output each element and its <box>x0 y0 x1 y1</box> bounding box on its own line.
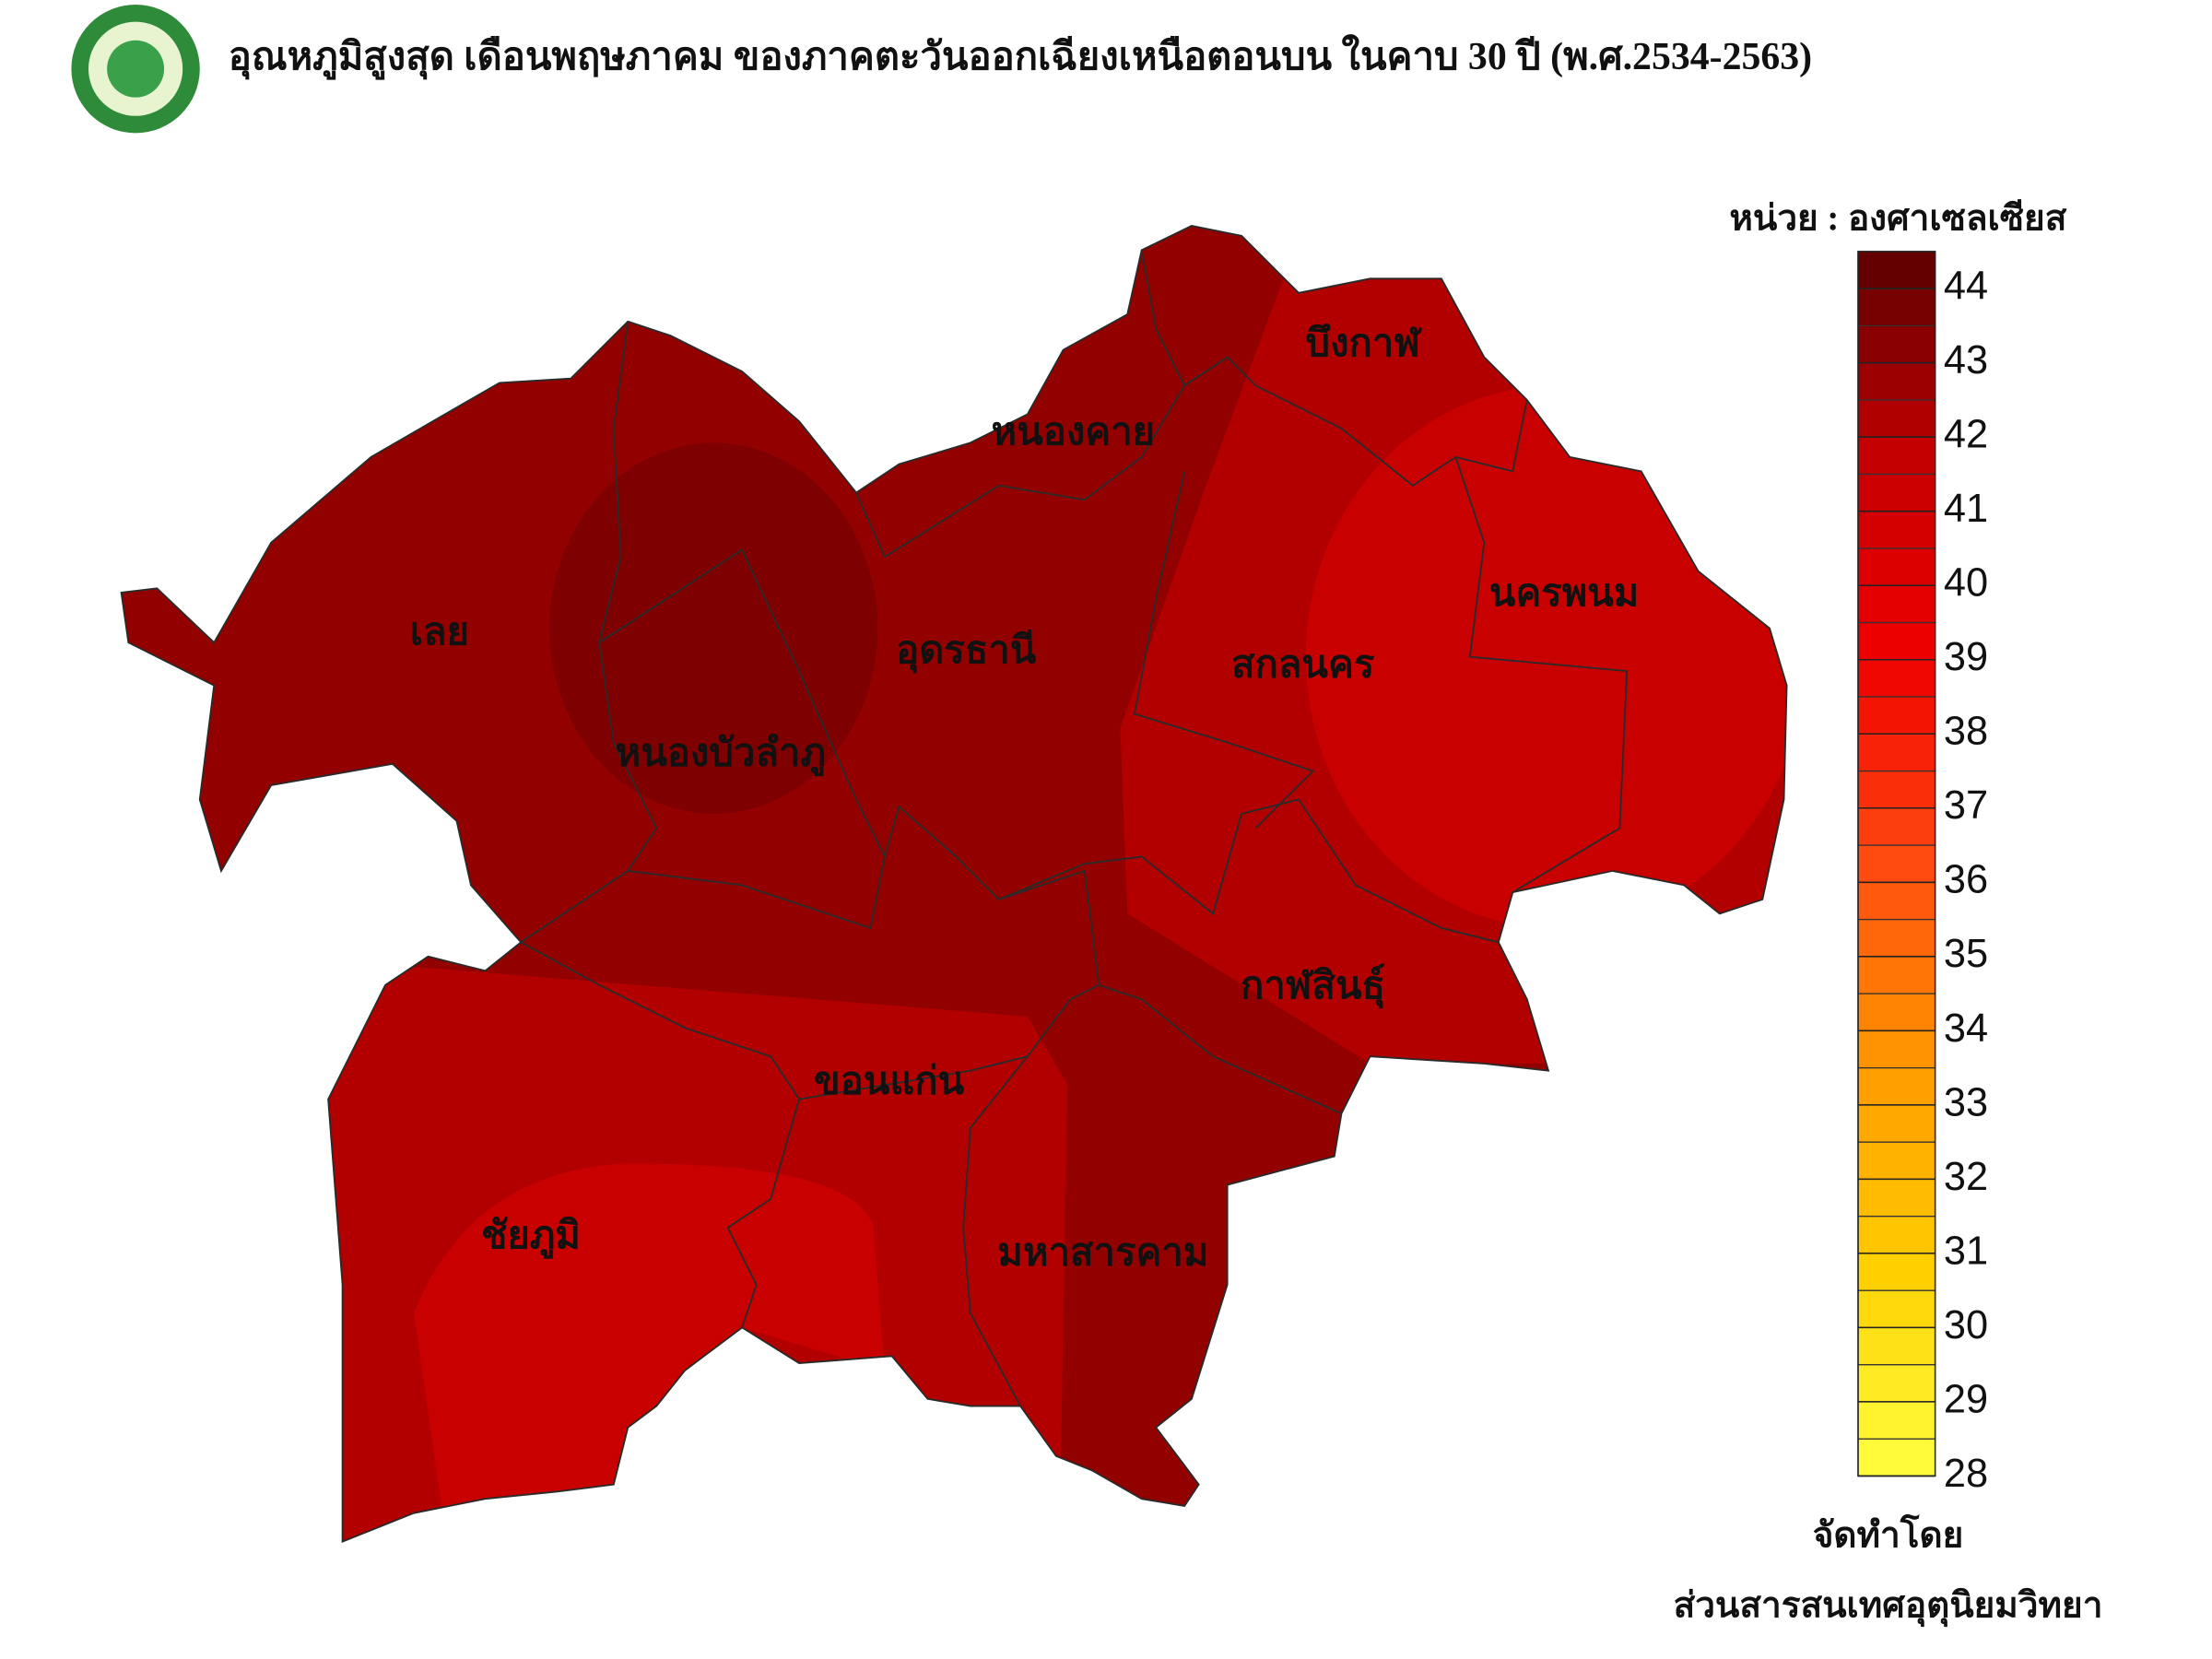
province-label: ขอนแก่น <box>814 1061 964 1103</box>
legend-band <box>1857 696 1936 735</box>
province-label: กาฬสินธุ์ <box>1241 963 1385 1009</box>
legend-tick-label: 40 <box>1944 561 1988 606</box>
title: อุณหภูมิสูงสุด เดือนพฤษภาคม ของภาคตะวันอ… <box>229 33 1812 80</box>
legend-tick-label: 39 <box>1944 635 1988 679</box>
legend-band <box>1857 993 1936 1031</box>
legend-band <box>1857 511 1936 549</box>
province-labels: บึงกาฬ หนองคาย เลย อุดรธานี สกลนคร นครพน… <box>410 323 1640 1274</box>
legend-band <box>1857 1030 1936 1069</box>
legend-band <box>1857 1178 1936 1218</box>
legend-band <box>1857 473 1936 512</box>
legend-tick-label: 31 <box>1944 1229 1988 1273</box>
province-label: ชัยภูมิ <box>481 1215 581 1259</box>
province-label: หนองคาย <box>992 411 1156 453</box>
legend-band <box>1857 1104 1936 1143</box>
legend-tick-label: 30 <box>1944 1303 1988 1347</box>
credit-label: จัดทำโดย <box>1813 1513 1964 1555</box>
legend-band <box>1857 251 1936 289</box>
legend-tick-label: 34 <box>1944 1006 1988 1051</box>
legend-band <box>1857 956 1936 994</box>
legend-tick-label: 41 <box>1944 487 1988 531</box>
legend-tick-label: 36 <box>1944 858 1988 902</box>
legend: 28 29 30 31 32 33 34 35 36 37 38 39 40 41 42 43 44 <box>1857 251 1988 1496</box>
legend-tick-label: 33 <box>1944 1080 1988 1124</box>
province-label: บึงกาฬ <box>1306 323 1423 365</box>
legend-band <box>1857 918 1936 958</box>
temperature-field <box>121 226 1787 1542</box>
province-label: เลย <box>410 611 469 653</box>
legend-band <box>1857 324 1936 364</box>
legend-tick-label: 28 <box>1944 1452 1988 1496</box>
legend-band <box>1857 1253 1936 1291</box>
province-label: นครพนม <box>1489 572 1640 615</box>
legend-tick-label: 37 <box>1944 783 1988 828</box>
legend-band <box>1857 1364 1936 1403</box>
legend-band <box>1857 399 1936 438</box>
legend-band <box>1857 844 1936 883</box>
legend-band <box>1857 1066 1936 1106</box>
legend-band <box>1857 288 1936 327</box>
province-label: อุดรธานี <box>896 629 1037 674</box>
legend-band <box>1857 1141 1936 1180</box>
province-label: หนองบัวลำภู <box>616 733 826 777</box>
legend-band <box>1857 1401 1936 1440</box>
legend-band <box>1857 659 1936 698</box>
legend-unit: หน่วย : องศาเซลเซียส <box>1729 198 2066 238</box>
legend-tick-label: 43 <box>1944 338 1988 382</box>
legend-tick-label: 38 <box>1944 710 1988 754</box>
legend-tick-label: 29 <box>1944 1377 1988 1421</box>
legend-frame <box>1857 251 1936 1477</box>
legend-band <box>1857 621 1936 661</box>
province-label: สกลนคร <box>1231 644 1375 687</box>
legend-tick-label: 42 <box>1944 413 1988 457</box>
legend-tick-label: 44 <box>1944 265 1988 309</box>
legend-band <box>1857 1215 1936 1254</box>
legend-tick-label: 32 <box>1944 1155 1988 1199</box>
province-borders <box>520 250 1629 1406</box>
legend-tick-label: 35 <box>1944 932 1988 976</box>
credit-agency: ส่วนสารสนเทศอุตุนิยมวิทยา <box>1674 1586 2103 1627</box>
legend-band <box>1857 547 1936 586</box>
province-label: มหาสารคาม <box>997 1232 1208 1275</box>
legend-band <box>1857 362 1936 401</box>
legend-band <box>1857 881 1936 921</box>
legend-band <box>1857 770 1936 809</box>
logo <box>71 5 200 134</box>
legend-band <box>1857 584 1936 624</box>
legend-band <box>1857 436 1936 476</box>
legend-band <box>1857 1289 1936 1329</box>
legend-band <box>1857 733 1936 772</box>
legend-band <box>1857 1438 1936 1477</box>
legend-band <box>1857 1326 1936 1366</box>
legend-band <box>1857 807 1936 846</box>
